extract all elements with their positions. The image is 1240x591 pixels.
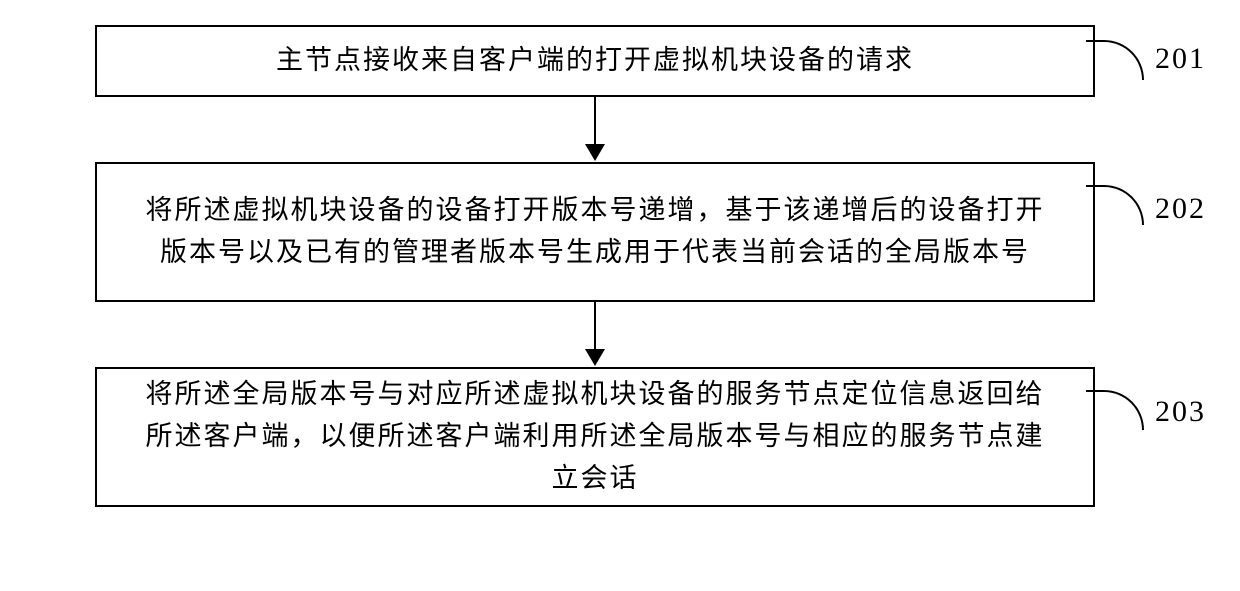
- flow-step-201: 主节点接收来自客户端的打开虚拟机块设备的请求: [95, 25, 1095, 97]
- flowchart-container: 主节点接收来自客户端的打开虚拟机块设备的请求 将所述虚拟机块设备的设备打开版本号…: [85, 25, 1105, 507]
- step-label-201: 201: [1155, 42, 1206, 76]
- connector-201: [1086, 40, 1144, 80]
- flow-step-text: 主节点接收来自客户端的打开虚拟机块设备的请求: [276, 40, 914, 82]
- step-label-203: 203: [1155, 395, 1206, 429]
- step-label-202: 202: [1155, 192, 1206, 226]
- connector-202: [1086, 185, 1144, 225]
- flow-arrow: [585, 97, 605, 162]
- connector-203: [1086, 390, 1144, 430]
- flow-step-203: 将所述全局版本号与对应所述虚拟机块设备的服务节点定位信息返回给所述客户端，以便所…: [95, 367, 1095, 507]
- flow-arrow: [585, 302, 605, 367]
- flow-step-text: 将所述虚拟机块设备的设备打开版本号递增，基于该递增后的设备打开版本号以及已有的管…: [137, 190, 1053, 274]
- flow-step-202: 将所述虚拟机块设备的设备打开版本号递增，基于该递增后的设备打开版本号以及已有的管…: [95, 162, 1095, 302]
- flow-step-text: 将所述全局版本号与对应所述虚拟机块设备的服务节点定位信息返回给所述客户端，以便所…: [137, 374, 1053, 500]
